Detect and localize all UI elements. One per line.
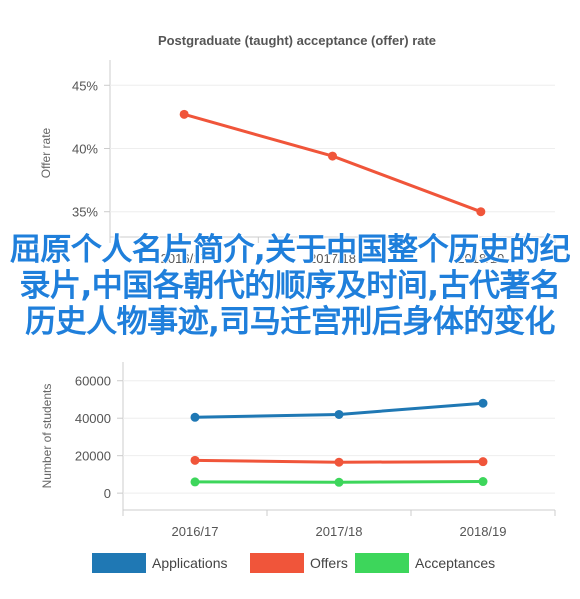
x-tick-label: 2018/19 [460,524,507,539]
y-tick-label: 20000 [75,449,111,464]
data-point [476,207,486,217]
data-point [334,477,344,487]
data-point [190,412,200,422]
data-point [334,457,344,467]
series-line [183,112,482,214]
data-point [179,109,189,119]
x-tick-label: 2016/17 [161,251,208,266]
rate-chart-title: Postgraduate (taught) acceptance (offer)… [158,33,436,48]
rate-chart-series [179,109,486,217]
data-point [478,457,488,467]
x-tick-label: 2016/17 [172,524,219,539]
data-point [328,151,337,161]
legend-swatch[interactable] [250,553,304,573]
y-tick-label: 40% [72,142,98,157]
rate-chart-y-label: Offer rate [39,127,53,178]
data-point [478,477,488,487]
data-point [478,398,488,408]
y-tick-label: 35% [72,205,98,220]
y-tick-label: 45% [72,78,98,93]
data-point [190,455,200,465]
students-chart-legend: Applications Offers Acceptances [92,553,495,573]
legend-label[interactable]: Offers [310,555,348,571]
overlay-headline: 屈原个人名片简介,关于中国整个历史的纪录片,中国各朝代的顺序及时间,古代著名历史… [9,231,571,341]
y-tick-label: 0 [104,486,111,501]
x-tick-label: 2017/18 [309,251,356,266]
data-point [190,477,200,487]
y-tick-label: 40000 [75,411,111,426]
rate-chart-x-ticks: 2016/17 2017/18 2018/19 [161,251,505,266]
students-chart: Number of students 0 20000 40000 60000 2016… [40,362,556,573]
students-chart-y-label: Number of students [40,384,54,489]
rate-chart: Postgraduate (taught) acceptance (offer)… [39,33,556,266]
students-chart-series [190,398,488,487]
legend-swatch[interactable] [355,553,409,573]
students-chart-x-ticks: 2016/17 2017/18 2018/19 [172,524,507,539]
legend-label[interactable]: Acceptances [415,555,495,571]
rate-chart-gridlines [104,60,556,243]
x-tick-label: 2018/19 [457,251,504,266]
legend-swatch[interactable] [92,553,146,573]
students-chart-y-ticks: 0 20000 40000 60000 [75,374,111,501]
rate-chart-y-ticks: 35% 40% 45% [72,78,98,219]
x-tick-label: 2017/18 [316,524,363,539]
legend-label[interactable]: Applications [152,555,228,571]
y-tick-label: 60000 [75,374,111,389]
students-chart-gridlines [117,362,556,516]
data-point [334,409,344,419]
